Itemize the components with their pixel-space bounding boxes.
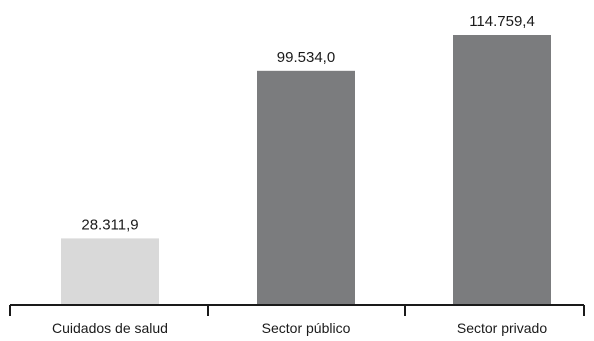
value-label-1: 28.311,9 — [81, 216, 138, 233]
x-axis-ticks-group — [9, 305, 585, 316]
bar-2 — [257, 70, 355, 305]
bar-3 — [453, 35, 551, 305]
bars-group — [61, 35, 551, 305]
category-labels-group: Cuidados de salud Sector público Sector pr… — [52, 320, 547, 336]
bar-1 — [61, 238, 159, 305]
category-label-2: Sector público — [262, 320, 351, 336]
category-label-1: Cuidados de salud — [52, 320, 168, 336]
value-labels-group: 28.311,9 99.534,0 114.759,4 — [81, 13, 534, 233]
value-label-2: 99.534,0 — [277, 49, 335, 66]
value-label-3: 114.759,4 — [469, 13, 535, 30]
category-label-3: Sector privado — [457, 320, 547, 336]
